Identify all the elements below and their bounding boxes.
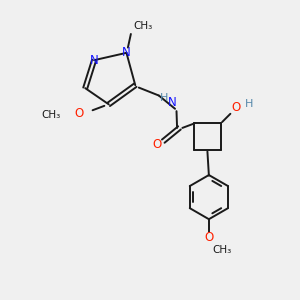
Text: N: N (90, 54, 98, 67)
Text: CH₃: CH₃ (134, 21, 153, 31)
Text: O: O (152, 138, 161, 151)
Text: N: N (122, 46, 131, 59)
Text: H: H (160, 93, 168, 103)
Text: O: O (232, 101, 241, 114)
Text: CH₃: CH₃ (212, 244, 232, 254)
Text: H: H (244, 99, 253, 109)
Text: O: O (204, 231, 214, 244)
Text: N: N (168, 96, 177, 109)
Text: CH₃: CH₃ (42, 110, 61, 120)
Text: O: O (74, 107, 83, 120)
